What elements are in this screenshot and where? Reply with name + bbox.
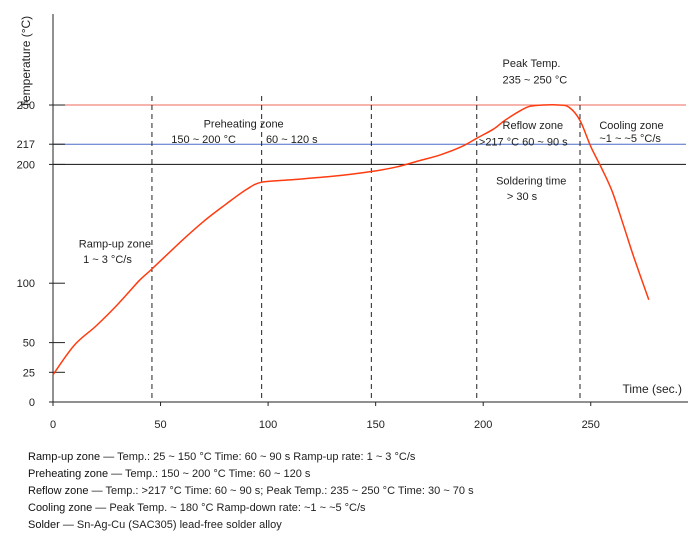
x-tick-label: 100 <box>259 419 277 431</box>
legend-desc: — Peak Temp. ~ 180 °C Ramp-down rate: ~1… <box>92 502 366 514</box>
x-axis-ticks: 0 50 100 150 200 250 <box>50 402 600 431</box>
annotation-label: 1 ~ 3 °C/s <box>83 254 132 266</box>
y-tick-label: 0 <box>29 397 35 409</box>
annotation-label: Ramp-up zone <box>79 239 151 251</box>
annotation-label: Preheating zone <box>204 119 284 131</box>
y-tick-label: 100 <box>17 278 35 290</box>
y-tick-label: 25 <box>23 367 35 379</box>
legend-desc: — Temp.: 25 ~ 150 °C Time: 60 ~ 90 s Ram… <box>100 451 416 463</box>
legend-desc: — Temp.: >217 °C Time: 60 ~ 90 s; Peak T… <box>88 485 474 497</box>
x-tick-label: 50 <box>154 419 166 431</box>
legend-desc: — Temp.: 150 ~ 200 °C Time: 60 ~ 120 s <box>108 468 311 480</box>
x-axis-title: Time (sec.) <box>622 382 682 396</box>
annotation-label: 150 ~ 200 °C <box>171 134 236 146</box>
y-tick-label: 217 <box>17 139 35 151</box>
x-tick-label: 200 <box>474 419 492 431</box>
legend-term: Preheating zone <box>28 468 109 480</box>
legend: Ramp-up zone — Temp.: 25 ~ 150 °C Time: … <box>28 449 688 534</box>
legend-row-ramp-up: Ramp-up zone — Temp.: 25 ~ 150 °C Time: … <box>28 449 688 466</box>
annotation-label: Cooling zone <box>599 120 663 132</box>
legend-row-preheating: Preheating zone — Temp.: 150 ~ 200 °C Ti… <box>28 466 688 483</box>
y-tick-label: 250 <box>17 100 35 112</box>
reference-lines <box>53 104 686 165</box>
annotation-label: >217 °C 60 ~ 90 s <box>479 136 568 148</box>
legend-row-solder: Solder — Sn-Ag-Cu (SAC305) lead-free sol… <box>28 517 688 534</box>
annotation-label: Soldering time <box>496 176 566 188</box>
annotation-label: Peak Temp. <box>503 58 561 70</box>
legend-desc: — Sn-Ag-Cu (SAC305) lead-free solder all… <box>59 519 282 531</box>
legend-term: Ramp-up zone <box>28 451 101 463</box>
annotation-label: > 30 s <box>507 191 538 203</box>
reflow-chart: 0 25 50 100 200 217 250 0 50 100 150 200 250 Ramp-u… <box>17 14 688 431</box>
annotation-label: ~1 ~ ~5 °C/s <box>599 133 661 145</box>
legend-term: Solder <box>28 519 60 531</box>
x-tick-label: 150 <box>366 419 384 431</box>
legend-term: Cooling zone <box>28 502 93 514</box>
zone-boundary-lines <box>151 96 581 402</box>
x-tick-label: 250 <box>582 419 600 431</box>
legend-row-cooling: Cooling zone — Peak Temp. ~ 180 °C Ramp-… <box>28 500 688 517</box>
series-line <box>52 104 650 376</box>
annotation-label: 60 ~ 120 s <box>266 134 318 146</box>
y-tick-label: 200 <box>17 159 35 171</box>
annotation-label: 235 ~ 250 °C <box>503 75 568 87</box>
y-axis-ticks: 0 25 50 100 200 217 250 <box>17 100 65 409</box>
annotation-label: Reflow zone <box>503 120 564 132</box>
legend-term: Reflow zone <box>28 485 89 497</box>
y-tick-label: 50 <box>23 338 35 350</box>
axes <box>52 14 688 403</box>
series-group <box>52 104 650 376</box>
legend-row-reflow: Reflow zone — Temp.: >217 °C Time: 60 ~ … <box>28 483 688 500</box>
x-tick-label: 0 <box>50 419 56 431</box>
y-axis-title: Temperature (°C) <box>19 16 33 108</box>
annotations: Ramp-up zone 1 ~ 3 °C/s Preheating zone 150… <box>79 58 664 266</box>
